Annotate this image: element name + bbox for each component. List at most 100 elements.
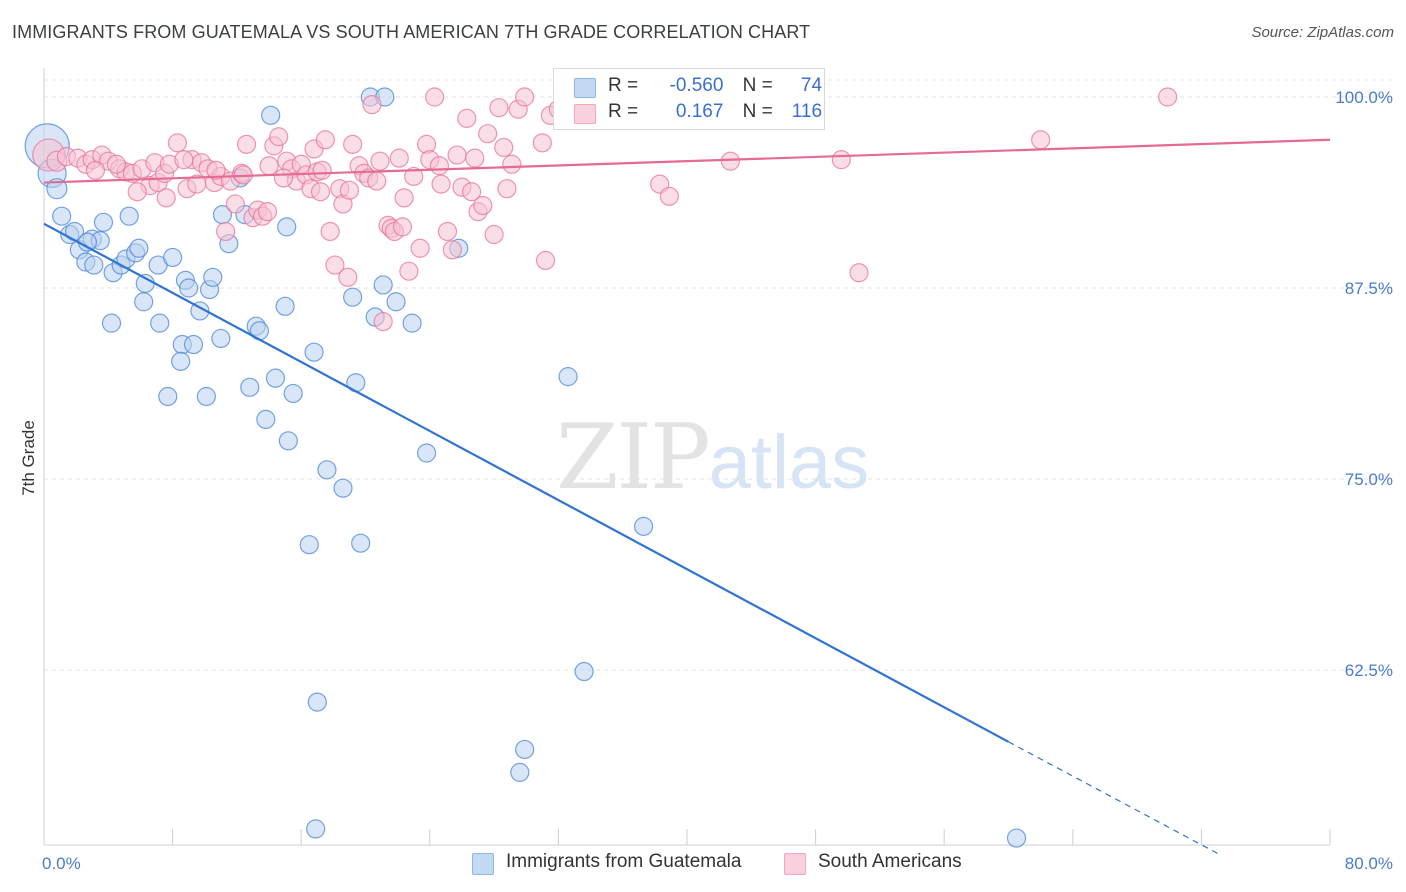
data-point-south-americans xyxy=(532,133,552,153)
legend-swatch-guatemala xyxy=(574,78,596,98)
data-point-guatemala xyxy=(373,275,393,295)
legend-n-label: N = xyxy=(742,75,773,96)
data-point-south-americans xyxy=(236,134,257,154)
trend-line-south-americans xyxy=(43,138,1331,184)
data-point-guatemala xyxy=(150,313,170,333)
data-point-guatemala xyxy=(416,443,437,463)
data-point-south-americans xyxy=(156,188,176,208)
legend-r-label: R = xyxy=(608,101,639,122)
data-point-south-americans xyxy=(174,150,194,170)
data-point-south-americans xyxy=(494,137,514,158)
legend-swatch-guatemala xyxy=(472,853,494,875)
data-point-south-americans xyxy=(457,108,477,128)
data-point-guatemala xyxy=(1006,828,1027,848)
data-point-guatemala xyxy=(101,313,122,333)
data-point-south-americans xyxy=(389,148,409,168)
data-point-south-americans xyxy=(473,195,493,216)
data-point-south-americans xyxy=(410,238,430,258)
data-point-guatemala xyxy=(402,313,422,333)
data-point-guatemala xyxy=(256,409,276,430)
legend-swatch-south-americans xyxy=(784,853,806,875)
series-south-americans-points xyxy=(32,87,1178,332)
y-tick-label: 87.5% xyxy=(1345,279,1393,298)
trend-line-guatemala xyxy=(43,222,1010,743)
data-point-south-americans xyxy=(447,145,467,165)
data-point-south-americans xyxy=(362,95,382,115)
data-point-south-americans xyxy=(320,221,340,242)
data-point-south-americans xyxy=(225,194,245,214)
data-point-south-americans xyxy=(343,134,363,154)
data-point-guatemala xyxy=(515,739,535,760)
data-point-south-americans xyxy=(1031,130,1051,150)
data-point-guatemala xyxy=(283,383,303,404)
trend-line-guatemala-extension xyxy=(1008,741,1218,854)
data-point-guatemala xyxy=(203,267,223,287)
legend-r-value: 0.167 xyxy=(675,101,724,122)
data-point-south-americans xyxy=(392,217,413,237)
series-guatemala-points xyxy=(24,87,1027,848)
legend-n-value: 116 xyxy=(791,101,823,122)
data-point-south-americans xyxy=(478,124,498,144)
data-point-south-americans xyxy=(216,221,236,242)
data-point-south-americans xyxy=(310,182,331,202)
data-point-guatemala xyxy=(265,368,286,388)
data-point-guatemala xyxy=(307,692,327,712)
data-point-guatemala xyxy=(261,105,281,125)
correlation-legend: R = -0.560 N = 74 R = 0.167 N = 116 xyxy=(553,68,825,130)
data-point-guatemala xyxy=(240,377,260,397)
data-point-south-americans xyxy=(489,98,509,118)
data-point-south-americans xyxy=(515,87,535,107)
data-point-guatemala xyxy=(510,762,530,782)
data-point-south-americans xyxy=(367,171,387,191)
data-point-guatemala xyxy=(190,301,210,321)
data-point-guatemala xyxy=(158,386,178,407)
data-point-south-americans xyxy=(659,186,679,206)
data-point-guatemala xyxy=(299,535,319,555)
data-point-guatemala xyxy=(278,431,298,451)
data-point-south-americans xyxy=(259,156,279,176)
data-point-south-americans xyxy=(831,150,851,170)
data-point-guatemala xyxy=(46,178,68,200)
watermark-atlas: atlas xyxy=(708,420,870,505)
data-point-guatemala xyxy=(77,232,98,252)
data-point-guatemala xyxy=(163,247,183,268)
axis-labels: 62.5% 75.0% 87.5% 100.0% 0.0% 80.0% 7th Grade xyxy=(19,88,1393,873)
data-point-south-americans xyxy=(535,250,556,271)
data-point-guatemala xyxy=(574,661,594,682)
data-point-south-americans xyxy=(437,221,458,242)
legend-swatch-south-americans xyxy=(574,104,596,124)
data-point-south-americans xyxy=(442,240,462,260)
chart-title: IMMIGRANTS FROM GUATEMALA VS SOUTH AMERI… xyxy=(12,22,811,42)
watermark: ZIPatlas xyxy=(556,405,869,510)
data-point-guatemala xyxy=(558,367,578,387)
watermark-zip: ZIP xyxy=(556,405,711,510)
data-point-south-americans xyxy=(370,151,390,171)
data-point-guatemala xyxy=(386,292,406,312)
data-point-south-americans xyxy=(206,160,226,180)
data-point-south-americans xyxy=(425,87,445,107)
data-point-south-americans xyxy=(431,174,451,194)
data-point-guatemala xyxy=(196,386,216,407)
y-tick-label: 62.5% xyxy=(1345,661,1393,680)
legend-n-label: N = xyxy=(742,101,773,122)
axes xyxy=(43,68,1331,846)
data-point-south-americans xyxy=(399,261,419,281)
legend-label-guatemala: Immigrants from Guatemala xyxy=(506,851,742,872)
data-point-guatemala xyxy=(351,533,371,553)
x-tick-label-max: 80.0% xyxy=(1345,854,1393,873)
data-point-guatemala xyxy=(84,255,104,275)
y-tick-label: 75.0% xyxy=(1345,470,1393,489)
data-point-guatemala xyxy=(333,478,353,498)
data-point-south-americans xyxy=(502,154,522,174)
legend-n-value: 74 xyxy=(800,75,823,96)
data-point-south-americans xyxy=(339,180,360,200)
data-point-guatemala xyxy=(633,516,654,536)
y-axis-label: 7th Grade xyxy=(19,420,38,496)
data-point-guatemala xyxy=(343,287,363,307)
y-tick-label: 100.0% xyxy=(1335,88,1393,107)
data-point-south-americans xyxy=(373,312,393,332)
data-point-guatemala xyxy=(183,334,204,355)
data-point-south-americans xyxy=(461,182,482,202)
data-point-south-americans xyxy=(720,151,741,171)
